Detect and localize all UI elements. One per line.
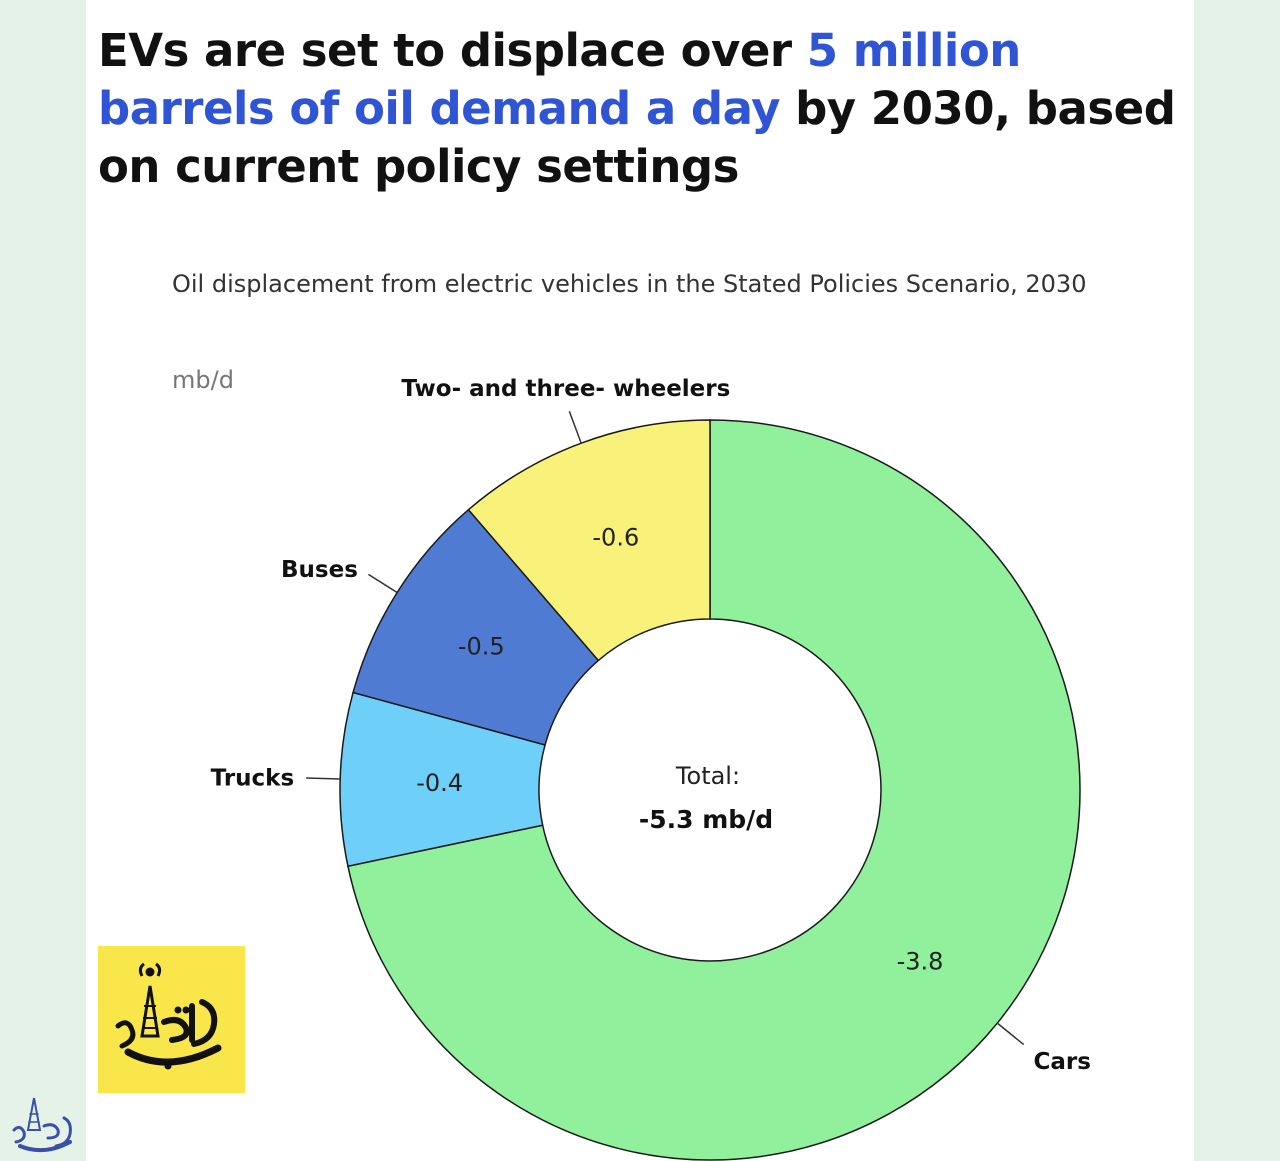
category-label: Two- and three- wheelers (401, 376, 730, 402)
oil-derrick-icon (115, 962, 222, 1070)
value-label: -0.4 (416, 769, 463, 797)
oil-derrick-logo (98, 946, 245, 1093)
leader-line (306, 777, 341, 780)
chart-title: Oil displacement from electric vehicles … (172, 270, 1087, 298)
leader-line (367, 573, 398, 594)
leader-lines (306, 411, 1025, 1046)
center-total-title: Total: (675, 762, 740, 790)
category-label: Trucks (211, 766, 295, 792)
value-label: -3.8 (897, 947, 944, 975)
left-margin (0, 0, 86, 1161)
donut-slices (339, 419, 1081, 1161)
category-label: Cars (1033, 1049, 1090, 1075)
slice-cars (347, 419, 1081, 1161)
category-label: Buses (281, 557, 358, 583)
leader-line (568, 411, 582, 444)
right-margin (1194, 0, 1280, 1161)
value-label: -0.5 (458, 633, 505, 661)
donut-chart: -3.8 Cars -0.4 Trucks -0.5 Buses -0.6 Two- and … (211, 376, 1091, 1161)
slice-labels: -3.8 Cars -0.4 Trucks -0.5 Buses -0.6 Two- and … (211, 376, 1091, 1075)
center-total-value: -5.3 mb/d (639, 805, 773, 834)
infographic-card: EVs are set to displace over 5 million b… (86, 0, 1194, 1161)
chart-unit: mb/d (172, 366, 234, 394)
slice-two-and-three-wheelers (467, 419, 711, 662)
oil-derrick-small-icon (12, 1097, 72, 1153)
oil-derrick-logo-small (6, 1090, 78, 1156)
headline: EVs are set to displace over 5 million b… (98, 22, 1194, 196)
headline-part-2: by 2030, based on current policy setting… (98, 82, 1176, 193)
leader-line (996, 1022, 1025, 1046)
headline-highlight: 5 million barrels of oil demand a day (98, 24, 1021, 135)
value-label: -0.6 (592, 523, 639, 551)
headline-part-1: EVs are set to displace over (98, 24, 807, 77)
